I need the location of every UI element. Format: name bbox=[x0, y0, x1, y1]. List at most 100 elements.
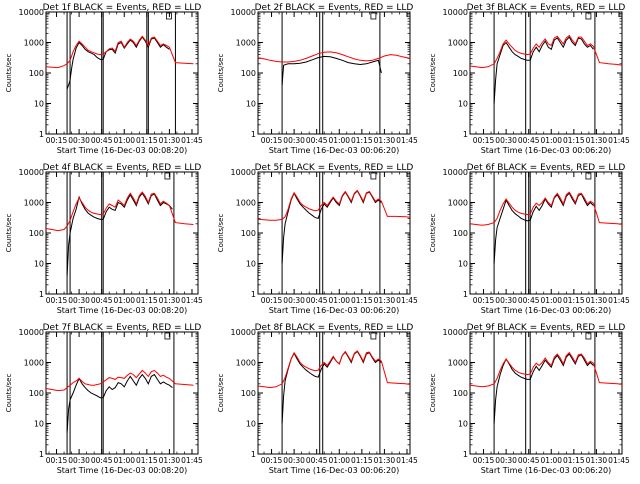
x-tick-label: 01:45 bbox=[608, 456, 630, 465]
y-tick-label: 100 bbox=[453, 69, 468, 78]
x-tick-label: 01:15 bbox=[563, 136, 585, 145]
x-tick-label: 00:15 bbox=[261, 456, 283, 465]
y-tick-label: 1 bbox=[463, 290, 468, 299]
x-tick-label: 01:15 bbox=[136, 456, 158, 465]
y-axis-label: Counts/sec bbox=[5, 374, 13, 413]
y-tick-label: 10000 bbox=[231, 168, 256, 177]
y-axis-label: Counts/sec bbox=[429, 374, 437, 413]
x-tick-label: 00:30 bbox=[495, 136, 517, 145]
series-line-lld bbox=[469, 191, 623, 226]
x-tick-label: 00:45 bbox=[91, 296, 113, 305]
x-tick-label: 00:45 bbox=[91, 136, 113, 145]
x-tick-label: 01:00 bbox=[113, 136, 135, 145]
y-tick-label: 1 bbox=[463, 130, 468, 139]
y-tick-label: 10 bbox=[246, 260, 256, 269]
series-line-events bbox=[281, 350, 382, 424]
x-tick-label: 00:30 bbox=[68, 296, 90, 305]
x-tick-label: 00:30 bbox=[495, 296, 517, 305]
x-tick-label: 01:00 bbox=[328, 136, 350, 145]
plot-title: Det 7f BLACK = Events, RED = LLD bbox=[43, 323, 202, 333]
x-tick-label: 00:15 bbox=[261, 296, 283, 305]
x-tick-label: 01:30 bbox=[586, 136, 608, 145]
x-axis-label: Start Time (16-Dec-03 00:08:20) bbox=[57, 146, 188, 155]
series-line-lld bbox=[469, 351, 623, 388]
series-line-events bbox=[66, 373, 173, 433]
y-tick-label: 10000 bbox=[443, 8, 468, 17]
x-axis-label: Start Time (16-Dec-03 00:06:20) bbox=[481, 466, 612, 475]
series-line-events bbox=[281, 190, 382, 264]
panel-det-2: Det 2f BLACK = Events, RED = LLD Counts/s… bbox=[217, 3, 418, 155]
x-tick-label: 01:45 bbox=[396, 296, 418, 305]
y-tick-label: 10000 bbox=[443, 168, 468, 177]
y-tick-label: 1000 bbox=[448, 359, 468, 368]
marker-box bbox=[164, 332, 171, 340]
y-tick-label: 1 bbox=[251, 290, 256, 299]
panel-det-1: Det 1f BLACK = Events, RED = LLD Counts/s… bbox=[5, 3, 203, 155]
x-tick-label: 01:45 bbox=[181, 296, 203, 305]
x-axis-label: Start Time (16-Dec-03 00:06:20) bbox=[269, 146, 400, 155]
y-tick-label: 10000 bbox=[443, 328, 468, 337]
x-tick-label: 00:15 bbox=[46, 136, 68, 145]
series-line-lld bbox=[257, 189, 411, 221]
y-tick-label: 1000 bbox=[236, 39, 256, 48]
plot-frame bbox=[257, 171, 411, 295]
x-tick-label: 00:15 bbox=[473, 456, 495, 465]
x-tick-label: 01:00 bbox=[328, 456, 350, 465]
x-tick-label: 01:30 bbox=[374, 456, 396, 465]
y-tick-label: 10000 bbox=[19, 8, 44, 17]
y-tick-label: 1000 bbox=[236, 199, 256, 208]
x-tick-label: 00:30 bbox=[283, 136, 305, 145]
y-tick-label: 1 bbox=[251, 450, 256, 459]
series-line-events bbox=[66, 192, 173, 276]
plot-title: Det 8f BLACK = Events, RED = LLD bbox=[255, 323, 414, 333]
series-line-lld bbox=[469, 34, 623, 69]
x-tick-label: 01:30 bbox=[586, 456, 608, 465]
panel-det-9: Det 9f BLACK = Events, RED = LLD Counts/s… bbox=[429, 323, 630, 475]
y-tick-label: 10 bbox=[458, 260, 468, 269]
marker-box bbox=[164, 172, 171, 180]
y-tick-label: 10000 bbox=[19, 328, 44, 337]
y-tick-label: 10 bbox=[246, 100, 256, 109]
x-tick-label: 01:00 bbox=[540, 136, 562, 145]
series-line-lld bbox=[45, 369, 194, 392]
y-tick-label: 100 bbox=[453, 229, 468, 238]
panel-det-5: Det 5f BLACK = Events, RED = LLD Counts/s… bbox=[217, 163, 418, 315]
series-line-lld bbox=[257, 51, 411, 63]
y-tick-label: 10 bbox=[458, 100, 468, 109]
x-axis-label: Start Time (16-Dec-03 00:06:20) bbox=[481, 306, 612, 315]
x-tick-label: 00:15 bbox=[473, 136, 495, 145]
x-tick-label: 01:15 bbox=[351, 456, 373, 465]
y-tick-label: 10 bbox=[34, 100, 44, 109]
x-tick-label: 01:00 bbox=[540, 296, 562, 305]
plot-title: Det 6f BLACK = Events, RED = LLD bbox=[467, 163, 626, 173]
y-axis-label: Counts/sec bbox=[217, 54, 225, 93]
series-line-events bbox=[493, 36, 594, 104]
x-tick-label: 01:30 bbox=[586, 296, 608, 305]
plot-frame bbox=[45, 331, 199, 455]
x-tick-label: 00:45 bbox=[518, 136, 540, 145]
x-axis-label: Start Time (16-Dec-03 00:06:20) bbox=[481, 146, 612, 155]
x-tick-label: 00:30 bbox=[283, 296, 305, 305]
y-tick-label: 100 bbox=[241, 229, 256, 238]
x-tick-label: 01:30 bbox=[159, 296, 181, 305]
plot-frame bbox=[469, 331, 623, 455]
y-tick-label: 10000 bbox=[19, 168, 44, 177]
y-tick-label: 1 bbox=[39, 290, 44, 299]
y-tick-label: 10 bbox=[34, 420, 44, 429]
x-tick-label: 00:30 bbox=[283, 456, 305, 465]
plot-frame bbox=[257, 11, 411, 135]
x-tick-label: 01:30 bbox=[374, 136, 396, 145]
x-axis-label: Start Time (16-Dec-03 00:06:20) bbox=[269, 306, 400, 315]
x-tick-label: 01:00 bbox=[328, 296, 350, 305]
y-tick-label: 100 bbox=[29, 229, 44, 238]
y-tick-label: 10 bbox=[458, 420, 468, 429]
x-tick-label: 00:45 bbox=[91, 456, 113, 465]
x-tick-label: 01:15 bbox=[563, 456, 585, 465]
x-axis-label: Start Time (16-Dec-03 00:08:20) bbox=[57, 466, 188, 475]
panel-det-3: Det 3f BLACK = Events, RED = LLD Counts/s… bbox=[429, 3, 630, 155]
x-tick-label: 01:45 bbox=[181, 456, 203, 465]
y-tick-label: 1 bbox=[463, 450, 468, 459]
plot-title: Det 5f BLACK = Events, RED = LLD bbox=[255, 163, 414, 173]
x-tick-label: 00:30 bbox=[68, 456, 90, 465]
